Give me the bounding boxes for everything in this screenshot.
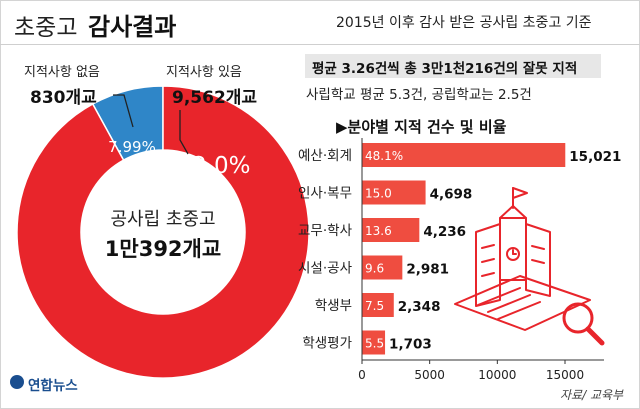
bar-2 [362, 218, 420, 242]
x-tick-label: 15000 [546, 368, 584, 382]
donut-chart: 7.99% 92.0% 공사립 초중고 1만392개교 지적사항 없음 830개교 지적사항… [16, 65, 310, 379]
donut-count-none: 830개교 [30, 88, 97, 108]
bar-value-label: 2,348 [398, 299, 441, 315]
bar-category-label: 시설·공사 [298, 261, 353, 277]
bar-value-label: 1,703 [389, 337, 432, 353]
x-tick-label: 10000 [478, 368, 516, 382]
bar-4 [362, 293, 394, 317]
bar-chart-title: ▶분야별 지적 건수 및 비율 [336, 118, 507, 136]
bar-1 [362, 180, 426, 205]
summary-line-2: 사립학교 평균 5.3건, 공립학교는 2.5건 [306, 87, 532, 103]
x-tick-label: 0 [358, 368, 366, 382]
title-main: 초중고 [14, 15, 78, 41]
bar-value-label: 4,698 [430, 187, 473, 203]
bar-value-label: 4,236 [423, 224, 466, 240]
bar-3 [362, 255, 403, 280]
bar-5 [362, 330, 386, 355]
title-emphasis: 감사결과 [88, 13, 177, 41]
leader-line-none [113, 94, 134, 128]
summary-line-1: 평균 3.26건씩 총 3만1천216건의 잘못 지적 [312, 61, 578, 77]
source-note: 자료/ 교육부 [560, 388, 624, 402]
bar-percent-label: 13.6 [365, 224, 392, 238]
bar-percent-label: 48.1% [365, 149, 403, 163]
donut-pct-none: 7.99% [108, 138, 156, 156]
bar-percent-label: 5.5 [365, 337, 384, 351]
donut-center-count: 1만392개교 [105, 237, 221, 261]
donut-label-none: 지적사항 없음 [24, 65, 100, 80]
bar-category-label: 교무·학사 [298, 223, 353, 239]
summary-highlight-box [305, 54, 601, 78]
bar-category-label: 학생부 [315, 298, 352, 314]
donut-label-flagged: 지적사항 있음 [166, 65, 242, 80]
leader-line-flagged [179, 110, 189, 155]
donut-count-flagged: 9,562개교 [172, 88, 257, 108]
bar-value-label: 15,021 [569, 149, 621, 165]
bar-percent-label: 15.0 [365, 187, 392, 201]
donut-pct-flagged: 92.0% [177, 153, 250, 179]
bar-category-label: 인사·복무 [298, 186, 352, 202]
yonhap-logo-text: 연합뉴스 [28, 378, 78, 394]
subtitle: 2015년 이후 감사 받은 공사립 초중고 기준 [336, 15, 592, 31]
donut-center-label: 공사립 초중고 [110, 209, 215, 230]
school-magnifier-icon [454, 187, 605, 346]
bar-category-label: 학생평가 [302, 336, 352, 352]
yonhap-logo-icon [10, 375, 24, 389]
bar-0 [362, 143, 566, 167]
bar-value-label: 2,981 [406, 262, 449, 278]
bar-category-label: 예산·회계 [298, 148, 352, 164]
bar-percent-label: 7.5 [365, 299, 384, 313]
bar-chart: 예산·회계 48.1% 15,021 인사·복무 15.0 4,698 교무·학사 13.6 4… [298, 138, 621, 382]
header-divider [0, 44, 640, 45]
donut-slice-flagged [16, 85, 310, 379]
bar-percent-label: 9.6 [365, 262, 384, 276]
x-tick-label: 5000 [414, 368, 445, 382]
